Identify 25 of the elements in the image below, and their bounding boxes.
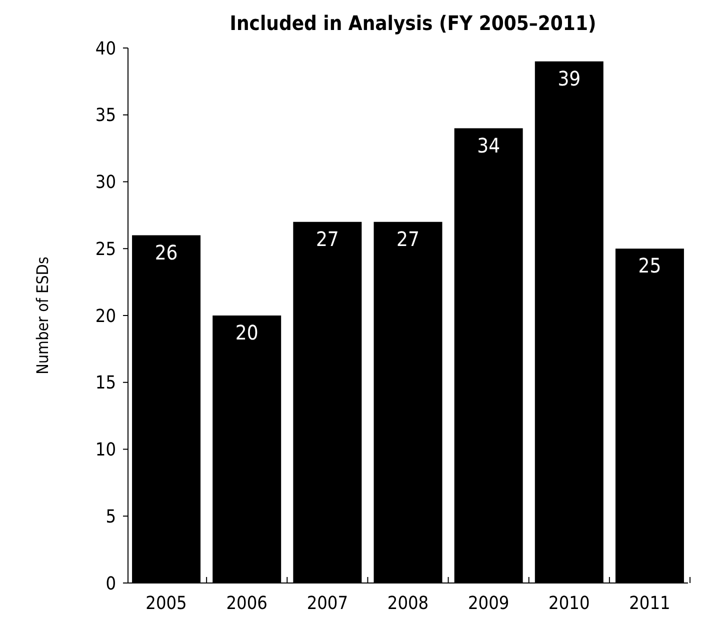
x-tick-label: 2008 [387,593,429,614]
x-tick-label: 2010 [548,593,590,614]
data-label: 25 [638,254,662,278]
data-label: 20 [235,320,258,344]
data-label: 27 [316,226,339,251]
x-tick-label: 2005 [146,593,187,614]
chart-title: Included in Analysis (FY 2005–2011) [230,11,596,35]
x-tick-label: 2006 [226,593,268,614]
x-tick-label: 2011 [629,593,670,614]
x-tick-label: 2007 [306,593,348,614]
y-tick-label: 0 [106,573,116,594]
y-tick-label: 40 [95,38,116,60]
data-label: 27 [396,226,420,251]
y-axis-title: Number of ESDs [33,256,52,374]
y-tick-label: 10 [95,440,116,461]
data-label: 34 [477,133,500,158]
y-tick-label: 25 [95,238,116,260]
y-tick-label: 35 [95,105,116,126]
y-tick-label: 30 [95,172,116,194]
data-label: 26 [154,240,178,264]
y-tick-label: 5 [106,506,116,528]
x-tick-label: 2009 [468,593,510,614]
data-label: 39 [558,66,581,90]
y-tick-label: 15 [95,372,116,394]
y-tick-label: 20 [95,306,116,327]
